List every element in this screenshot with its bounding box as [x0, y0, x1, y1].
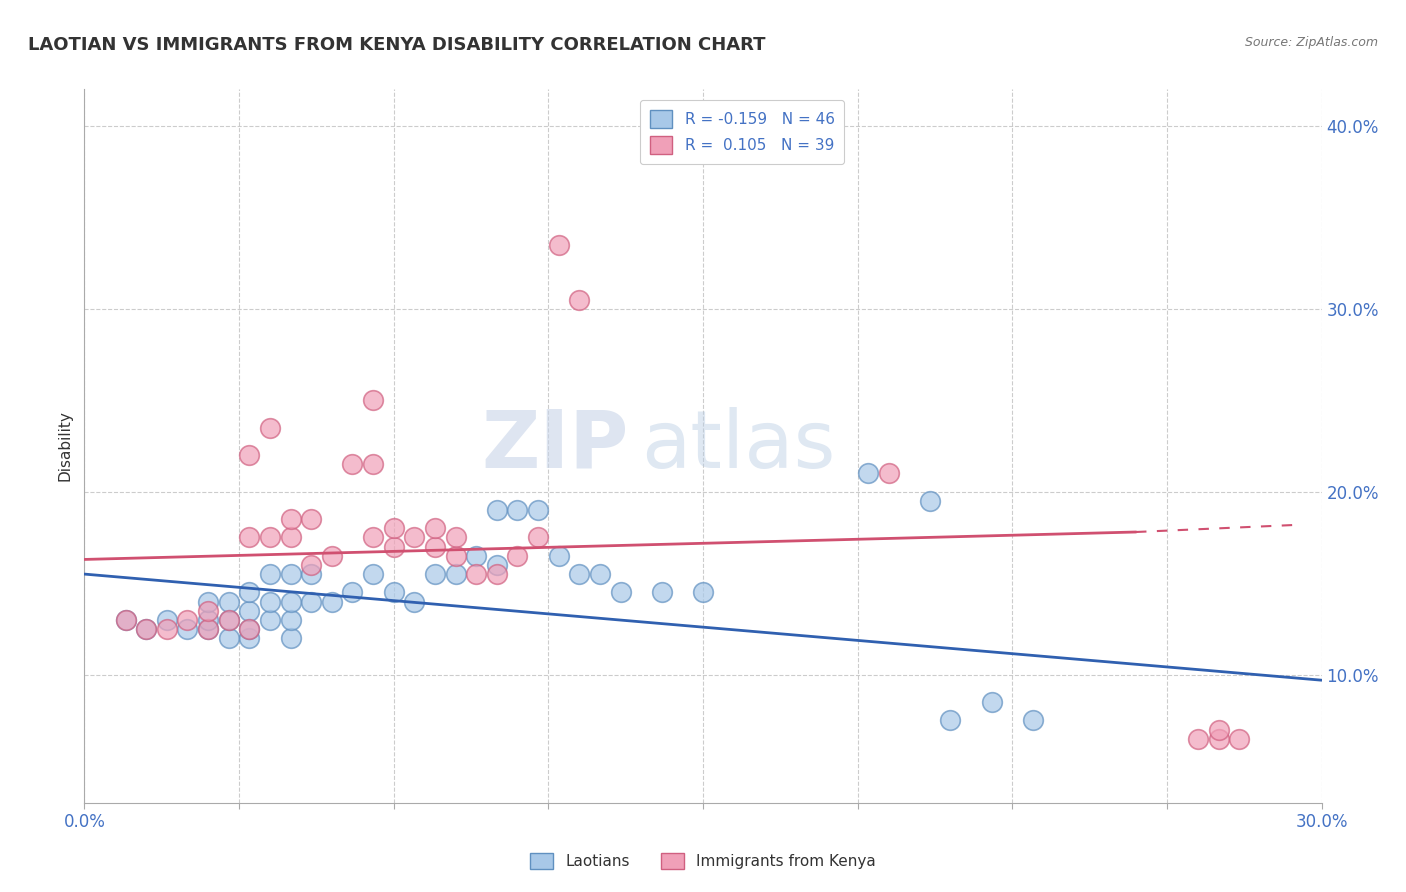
Point	[444, 567, 467, 582]
Point	[218, 631, 240, 645]
Point	[197, 604, 219, 618]
Point	[382, 540, 405, 554]
Point	[692, 585, 714, 599]
Point	[156, 622, 179, 636]
Point	[568, 567, 591, 582]
Y-axis label: Disability: Disability	[58, 410, 73, 482]
Point	[135, 622, 157, 636]
Point	[280, 631, 302, 645]
Point	[506, 503, 529, 517]
Point	[527, 503, 550, 517]
Point	[485, 558, 508, 572]
Point	[280, 531, 302, 545]
Point	[1022, 714, 1045, 728]
Point	[877, 467, 900, 481]
Point	[506, 549, 529, 563]
Point	[485, 503, 508, 517]
Point	[280, 512, 302, 526]
Point	[259, 613, 281, 627]
Point	[361, 393, 384, 408]
Point	[218, 594, 240, 608]
Text: ZIP: ZIP	[481, 407, 628, 485]
Point	[342, 458, 364, 472]
Point	[299, 567, 322, 582]
Legend: R = -0.159   N = 46, R =  0.105   N = 39: R = -0.159 N = 46, R = 0.105 N = 39	[640, 101, 844, 163]
Point	[382, 585, 405, 599]
Point	[939, 714, 962, 728]
Point	[299, 512, 322, 526]
Point	[568, 293, 591, 307]
Text: atlas: atlas	[641, 407, 835, 485]
Point	[280, 594, 302, 608]
Point	[980, 695, 1002, 709]
Point	[444, 549, 467, 563]
Point	[238, 631, 260, 645]
Point	[238, 604, 260, 618]
Point	[527, 531, 550, 545]
Point	[114, 613, 136, 627]
Legend: Laotians, Immigrants from Kenya: Laotians, Immigrants from Kenya	[524, 847, 882, 875]
Point	[238, 585, 260, 599]
Point	[299, 594, 322, 608]
Point	[589, 567, 612, 582]
Point	[238, 622, 260, 636]
Point	[321, 549, 343, 563]
Point	[259, 567, 281, 582]
Point	[547, 237, 569, 252]
Point	[218, 613, 240, 627]
Point	[135, 622, 157, 636]
Point	[1227, 731, 1250, 746]
Point	[342, 585, 364, 599]
Point	[238, 622, 260, 636]
Point	[444, 531, 467, 545]
Point	[321, 594, 343, 608]
Point	[197, 613, 219, 627]
Point	[299, 558, 322, 572]
Point	[1208, 731, 1230, 746]
Point	[156, 613, 179, 627]
Point	[197, 622, 219, 636]
Point	[176, 622, 198, 636]
Point	[423, 521, 446, 535]
Point	[259, 594, 281, 608]
Point	[382, 521, 405, 535]
Point	[259, 531, 281, 545]
Point	[238, 448, 260, 462]
Point	[609, 585, 631, 599]
Point	[259, 420, 281, 434]
Point	[218, 613, 240, 627]
Point	[176, 613, 198, 627]
Point	[197, 594, 219, 608]
Point	[361, 458, 384, 472]
Point	[918, 494, 941, 508]
Point	[114, 613, 136, 627]
Point	[280, 613, 302, 627]
Point	[465, 549, 488, 563]
Point	[651, 585, 673, 599]
Text: LAOTIAN VS IMMIGRANTS FROM KENYA DISABILITY CORRELATION CHART: LAOTIAN VS IMMIGRANTS FROM KENYA DISABIL…	[28, 36, 766, 54]
Point	[423, 540, 446, 554]
Point	[465, 567, 488, 582]
Point	[856, 467, 879, 481]
Text: Source: ZipAtlas.com: Source: ZipAtlas.com	[1244, 36, 1378, 49]
Point	[404, 594, 426, 608]
Point	[404, 531, 426, 545]
Point	[423, 567, 446, 582]
Point	[1208, 723, 1230, 737]
Point	[485, 567, 508, 582]
Point	[280, 567, 302, 582]
Point	[238, 531, 260, 545]
Point	[361, 567, 384, 582]
Point	[547, 549, 569, 563]
Point	[197, 622, 219, 636]
Point	[361, 531, 384, 545]
Point	[1187, 731, 1209, 746]
